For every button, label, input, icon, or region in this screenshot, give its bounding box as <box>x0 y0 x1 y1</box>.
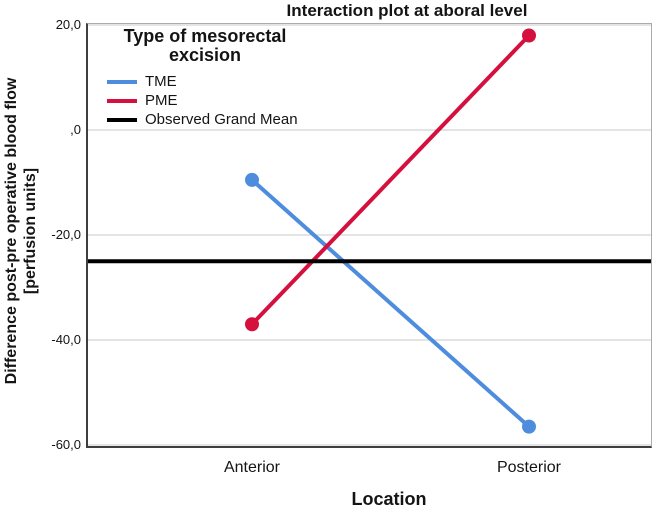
legend-item-tme: TME <box>99 72 311 91</box>
legend-items: TME PME Observed Grand Mean <box>99 72 311 129</box>
legend-item-label: Observed Grand Mean <box>145 111 298 128</box>
legend-title: Type of mesorectal excision <box>99 27 311 65</box>
grand-mean-line-swatch <box>107 117 137 122</box>
y-tick-label-20: 20,0 <box>55 17 81 32</box>
legend-title-line2: excision <box>168 45 242 65</box>
chart-title: Interaction plot at aboral level <box>286 1 528 20</box>
y-tick-label-neg20: -20,0 <box>51 227 81 242</box>
x-category-label-posterior: Posterior <box>496 459 562 476</box>
legend-item-label: PME <box>145 92 178 109</box>
pme-line-swatch <box>107 98 137 103</box>
legend: Type of mesorectal excision TME PME Obse… <box>99 27 311 129</box>
legend-title-line1: Type of mesorectal <box>123 26 287 46</box>
tme-line-swatch <box>107 79 137 84</box>
legend-item-label: TME <box>145 73 177 90</box>
y-tick-label-0: ,0 <box>70 122 81 137</box>
y-axis-title-line1: Difference post-pre operative blood flow <box>3 77 20 385</box>
y-tick-label-neg40: -40,0 <box>51 332 81 347</box>
x-category-label-anterior: Anterior <box>223 459 281 476</box>
legend-item-grand-mean: Observed Grand Mean <box>99 110 311 129</box>
y-tick-label-neg60: -60,0 <box>51 437 81 452</box>
legend-item-pme: PME <box>99 91 311 110</box>
x-axis-title: Location <box>351 489 427 509</box>
